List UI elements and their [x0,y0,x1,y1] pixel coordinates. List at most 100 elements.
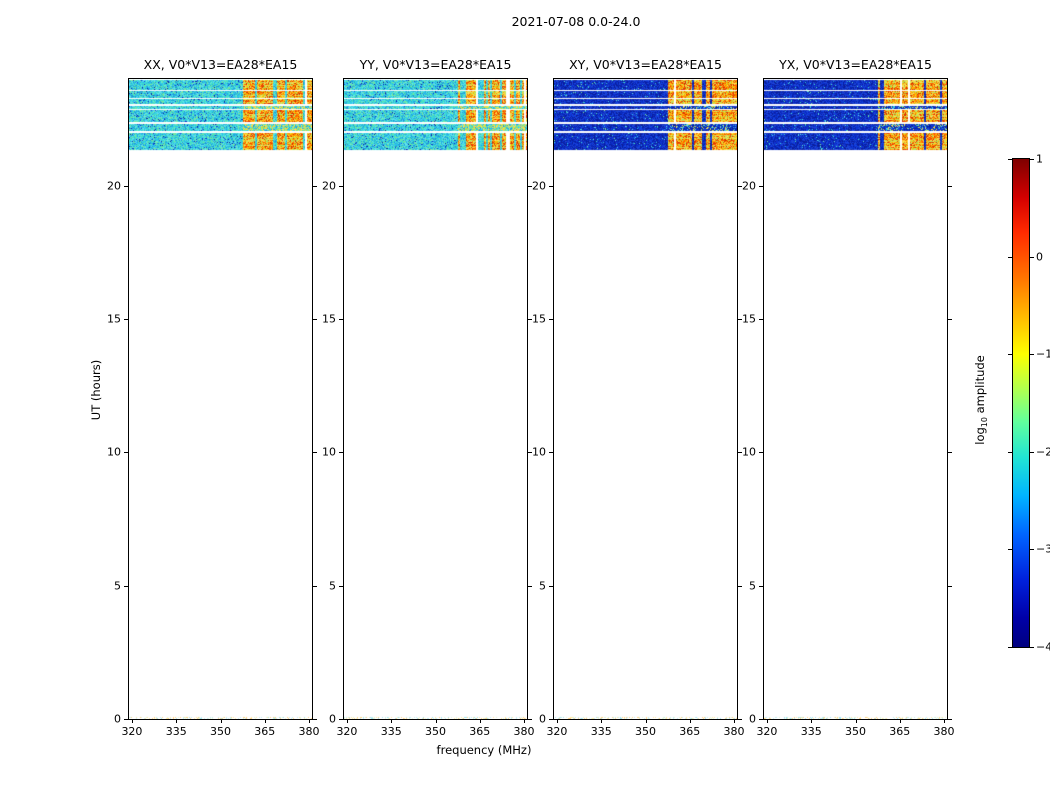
y-tick-left [549,452,553,454]
x-tick-label: 365 [254,725,276,738]
x-tick-label: 320 [756,725,778,738]
panel-yy: YY, V0*V13=EA28*EA15 0 5 10 15 20 320 335 350 36… [322,57,535,737]
y-tick-right [313,185,317,187]
plot-area-xx: 0 5 10 15 20 320 335 350 365 380 [107,78,320,737]
colorbar-tick-right [1030,354,1034,356]
y-tick-left [339,319,343,320]
colorbar-tick-left [1008,451,1012,453]
x-tick-label: 365 [679,725,701,738]
y-tick-label: 20 [322,179,336,193]
x-tick [811,719,813,723]
y-tick-left [339,452,343,454]
y-tick-right [528,585,532,587]
colorbar-tick-label: 1 [1036,152,1043,166]
x-tick-label: 380 [723,725,745,738]
heatmap-canvas-xy [554,79,737,719]
y-tick-label: 15 [532,312,546,326]
y-tick-left [339,585,343,587]
panel-xy: XY, V0*V13=EA28*EA15 0 5 10 15 20 320 335 350 36… [532,57,745,737]
y-tick-label: 20 [742,179,756,193]
y-tick-left [759,185,763,187]
y-tick-label: 15 [742,312,756,326]
y-tick-right [528,719,532,720]
colorbar-tick-label: −4 [1036,640,1050,654]
y-tick-right [738,319,742,320]
colorbar-gradient [1013,159,1029,647]
y-tick-right [948,585,952,587]
x-tick [944,719,946,723]
colorbar-tick-label: −2 [1036,445,1050,459]
x-tick [346,719,348,723]
x-tick [131,719,133,723]
x-tick [734,719,736,723]
x-tick-label: 335 [800,725,822,738]
plot-area-yx: 0 5 10 15 20 320 335 350 365 380 [742,78,955,737]
colorbar-tick-left [1008,159,1012,160]
colorbar: 1 0 −1 −2 −3 −4 [1008,154,1050,653]
x-tick-label: 380 [298,725,320,738]
y-tick-label: 0 [114,712,121,726]
x-tick-label: 350 [635,725,656,738]
x-tick [264,719,266,723]
colorbar-tick-right [1030,159,1034,160]
panel-yx: YX, V0*V13=EA28*EA15 0 5 10 15 20 320 335 350 36… [742,57,955,737]
colorbar-tick-label: −1 [1036,347,1050,361]
y-tick-right [948,452,952,454]
colorbar-label: log10 amplitude [973,355,989,445]
y-tick-label: 20 [107,179,121,193]
colorbar-tick-label: −3 [1036,542,1050,556]
y-tick-right [528,319,532,320]
y-tick-right [313,585,317,587]
y-tick-left [549,185,553,187]
x-tick-label: 335 [380,725,402,738]
x-tick-label: 350 [845,725,866,738]
x-tick [309,719,311,723]
y-tick-left [759,585,763,587]
x-tick-label: 350 [210,725,231,738]
colorbar-tick-label: 0 [1036,250,1043,264]
y-tick-left [759,452,763,454]
y-tick-left [339,719,343,720]
x-tick-label: 335 [590,725,612,738]
y-tick-label: 0 [539,712,546,726]
x-tick-label: 320 [336,725,358,738]
y-tick-left [549,319,553,320]
plot-area-xy: 0 5 10 15 20 320 335 350 365 380 [532,78,745,737]
colorbar-label-pre: log [972,427,987,445]
y-tick-right [313,719,317,720]
heatmap-canvas-yx [764,79,947,719]
x-tick [645,719,647,723]
x-tick-label: 365 [889,725,911,738]
y-tick-left [124,585,128,587]
y-tick-left [124,452,128,454]
y-tick-label: 5 [539,579,546,593]
y-tick-label: 20 [532,179,546,193]
colorbar-tick-left [1008,354,1012,356]
y-tick-left [549,585,553,587]
y-tick-label: 5 [114,579,121,593]
y-tick-label: 10 [107,445,121,459]
panel-xx: XX, V0*V13=EA28*EA15 0 5 10 15 20 320 335 350 36… [107,57,320,737]
y-tick-right [948,319,952,320]
colorbar-tick-left [1008,647,1012,648]
y-tick-right [948,185,952,187]
y-tick-label: 15 [322,312,336,326]
x-tick [524,719,526,723]
y-tick-right [528,452,532,454]
colorbar-tick-right [1030,256,1034,258]
y-tick-right [313,319,317,320]
y-tick-right [948,719,952,720]
panel-title-yy: YY, V0*V13=EA28*EA15 [359,57,512,72]
y-tick-label: 5 [749,579,756,593]
x-tick-label: 335 [165,725,187,738]
colorbar-tick-left [1008,256,1012,258]
y-axis-label: UT (hours) [89,359,103,421]
x-tick [176,719,178,723]
y-tick-right [738,719,742,720]
y-tick-right [738,185,742,187]
y-tick-label: 10 [742,445,756,459]
figure-title: 2021-07-08 0.0-24.0 [511,14,641,29]
y-tick-right [528,185,532,187]
heatmap-canvas-yy [344,79,527,719]
heatmap-canvas-xx [129,79,312,719]
